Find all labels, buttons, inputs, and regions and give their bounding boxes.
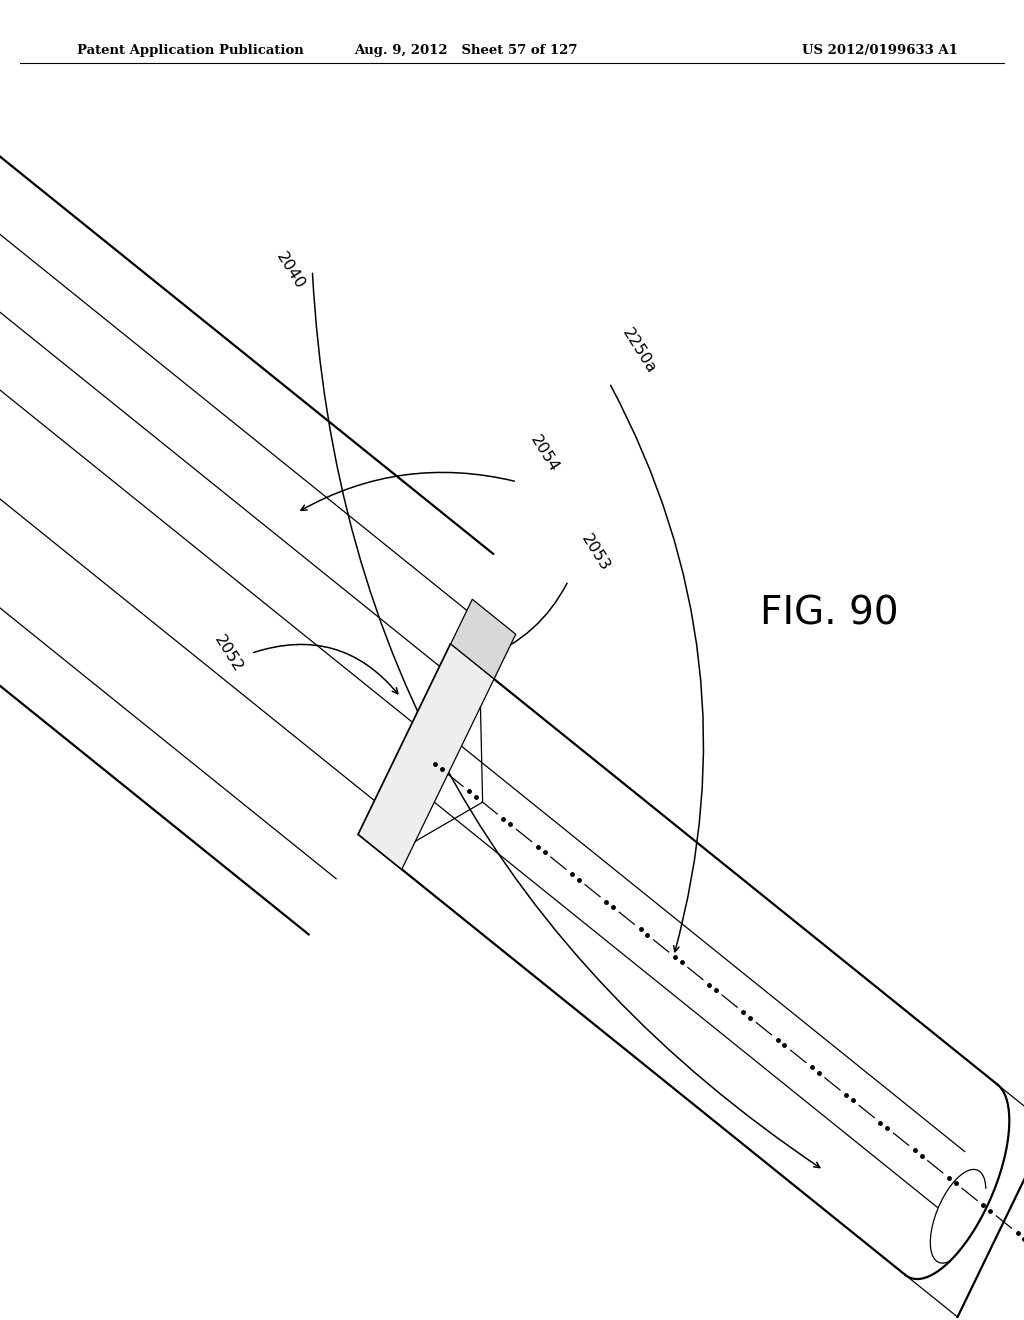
Text: Patent Application Publication: Patent Application Publication	[77, 44, 303, 57]
Polygon shape	[451, 599, 516, 678]
Text: FIG. 90: FIG. 90	[760, 595, 899, 632]
Text: 2053: 2053	[579, 532, 612, 574]
Text: 2054: 2054	[527, 433, 561, 475]
Text: US 2012/0199633 A1: US 2012/0199633 A1	[802, 44, 957, 57]
Text: 2052: 2052	[212, 632, 246, 675]
Text: 2250a: 2250a	[620, 326, 658, 376]
Text: 2040: 2040	[273, 249, 307, 292]
Text: Aug. 9, 2012   Sheet 57 of 127: Aug. 9, 2012 Sheet 57 of 127	[354, 44, 578, 57]
Polygon shape	[358, 644, 494, 870]
